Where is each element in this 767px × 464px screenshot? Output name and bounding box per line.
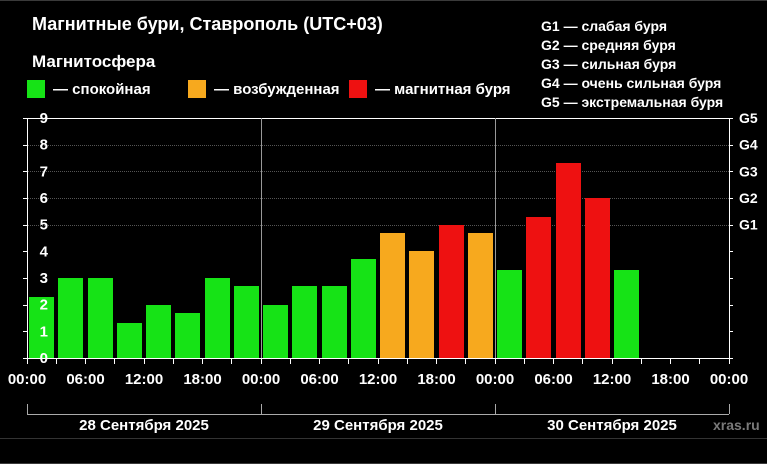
svg-text:G3: G3 (739, 163, 758, 179)
svg-text:18:00: 18:00 (417, 371, 455, 388)
svg-text:G4 — очень сильная буря: G4 — очень сильная буря (541, 75, 721, 91)
svg-text:12:00: 12:00 (593, 371, 631, 388)
svg-text:G4: G4 (739, 137, 758, 153)
svg-text:00:00: 00:00 (8, 371, 46, 388)
svg-text:06:00: 06:00 (300, 371, 338, 388)
svg-text:00:00: 00:00 (476, 371, 514, 388)
svg-text:00:00: 00:00 (710, 371, 748, 388)
svg-text:06:00: 06:00 (534, 371, 572, 388)
svg-text:G2: G2 (739, 190, 758, 206)
svg-text:30 Сентября 2025: 30 Сентября 2025 (547, 417, 677, 434)
svg-text:— спокойная: — спокойная (53, 81, 151, 98)
svg-text:29 Сентября 2025: 29 Сентября 2025 (313, 417, 443, 434)
svg-text:Магнитные бури, Ставрополь (UT: Магнитные бури, Ставрополь (UTC+03) (32, 14, 383, 34)
svg-text:00:00: 00:00 (242, 371, 280, 388)
svg-text:18:00: 18:00 (651, 371, 689, 388)
svg-text:G3 — сильная буря: G3 — сильная буря (541, 56, 676, 72)
svg-text:— возбужденная: — возбужденная (214, 81, 340, 98)
svg-text:G5: G5 (739, 110, 758, 126)
svg-text:G5 — экстремальная буря: G5 — экстремальная буря (541, 94, 723, 110)
svg-text:18:00: 18:00 (183, 371, 221, 388)
svg-text:G1: G1 (739, 217, 758, 233)
svg-text:— магнитная буря: — магнитная буря (375, 81, 511, 98)
svg-text:G1 — слабая буря: G1 — слабая буря (541, 18, 667, 34)
svg-text:06:00: 06:00 (66, 371, 104, 388)
svg-text:12:00: 12:00 (125, 371, 163, 388)
svg-text:G2 — средняя буря: G2 — средняя буря (541, 37, 676, 53)
svg-text:12:00: 12:00 (359, 371, 397, 388)
svg-text:xras.ru: xras.ru (713, 417, 760, 433)
svg-text:28 Сентября 2025: 28 Сентября 2025 (79, 417, 209, 434)
svg-text:Магнитосфера: Магнитосфера (32, 52, 156, 71)
